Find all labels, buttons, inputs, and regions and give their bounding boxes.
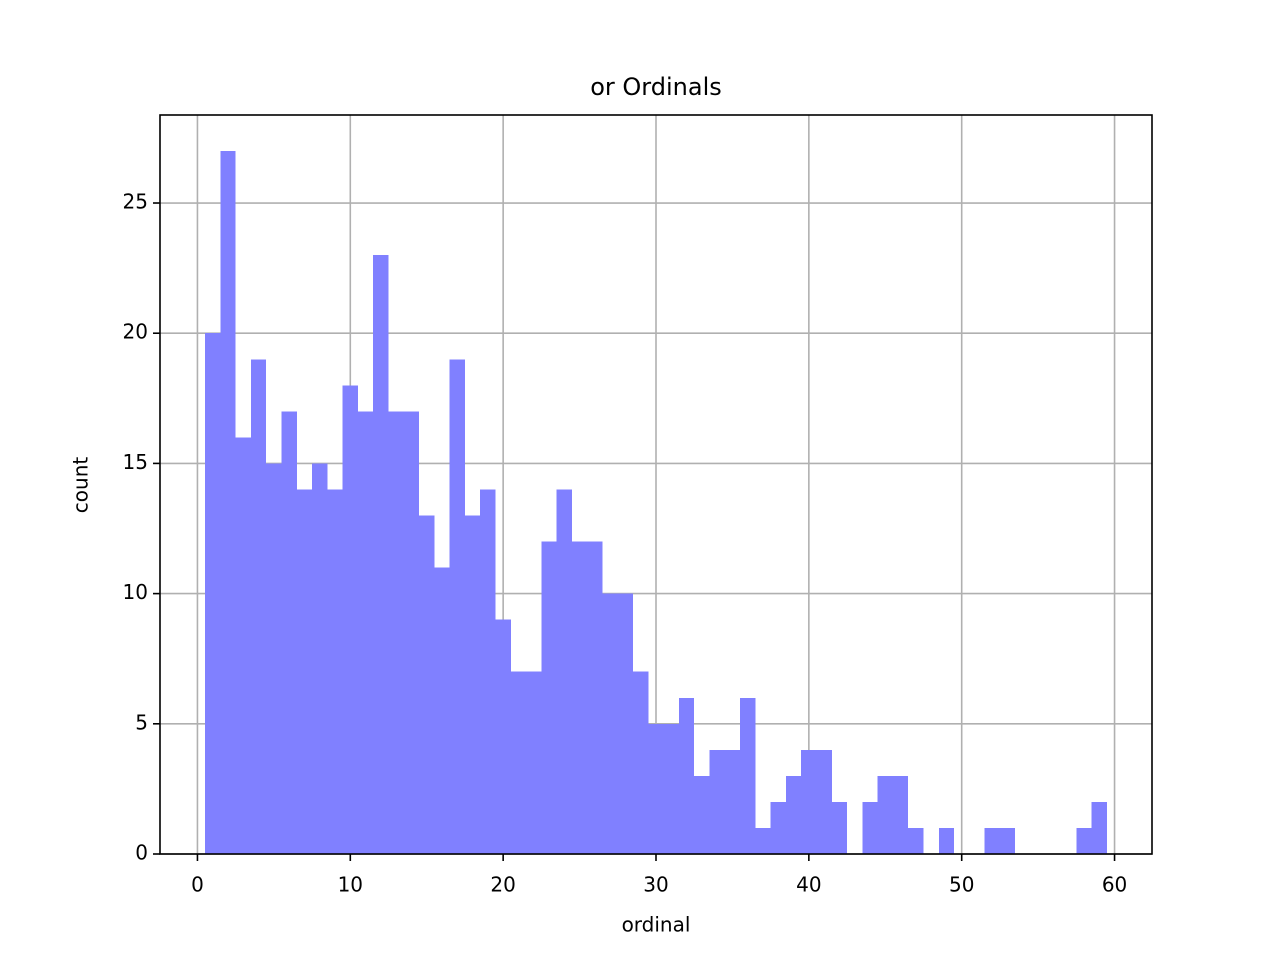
bar (250, 359, 267, 854)
bar (740, 697, 756, 854)
bar (1091, 801, 1107, 854)
y-tick-label: 15 (123, 450, 148, 474)
x-tick-label: 10 (338, 873, 363, 897)
bar (464, 515, 481, 854)
bar (724, 749, 741, 854)
bar (892, 775, 909, 854)
x-tick-label: 0 (191, 873, 204, 897)
bar (770, 801, 786, 854)
y-tick-label: 5 (135, 710, 148, 734)
y-tick-label: 0 (135, 841, 148, 865)
bar (342, 385, 358, 854)
bar (694, 775, 710, 854)
bar (801, 749, 817, 854)
bar (449, 359, 465, 854)
bar (526, 671, 542, 854)
bar (908, 827, 924, 854)
bar (785, 775, 802, 854)
bar (281, 411, 297, 854)
bar (617, 593, 634, 854)
plot-frame (159, 114, 1153, 855)
bar (220, 150, 236, 855)
x-tick-label: 50 (949, 873, 974, 897)
bar (663, 723, 679, 854)
y-tick-label: 25 (123, 190, 148, 214)
bar (495, 619, 511, 854)
bar (357, 411, 374, 854)
bar (602, 593, 618, 854)
bar (648, 723, 664, 854)
bar (587, 541, 603, 854)
bar (938, 827, 955, 854)
bar (877, 775, 893, 854)
bar (541, 541, 557, 854)
y-tick-label: 10 (123, 580, 148, 604)
bar (434, 567, 450, 854)
bar (556, 489, 572, 854)
bar (510, 671, 527, 854)
x-tick-label: 40 (796, 873, 821, 897)
bar (266, 463, 282, 854)
bar (816, 749, 832, 854)
bar (419, 515, 435, 854)
bar (312, 463, 328, 854)
bar (373, 255, 389, 855)
bar (327, 489, 343, 854)
bar (709, 749, 725, 854)
bar (1076, 827, 1092, 854)
bar (388, 411, 404, 854)
bar (296, 489, 313, 854)
chart-title: or Ordinals (590, 73, 722, 101)
x-tick-label: 30 (643, 873, 668, 897)
bar (633, 671, 649, 854)
x-axis-label: ordinal (622, 913, 691, 937)
bar (831, 801, 848, 854)
bar (999, 827, 1016, 854)
bar (984, 827, 1000, 854)
bar (480, 489, 496, 854)
bar (403, 411, 420, 854)
bar (235, 437, 251, 854)
bar (205, 333, 221, 855)
x-tick-label: 60 (1102, 873, 1127, 897)
y-tick-label: 20 (123, 320, 148, 344)
bar (755, 827, 771, 854)
bar (862, 801, 878, 854)
bar (678, 697, 695, 854)
x-tick-label: 20 (490, 873, 515, 897)
y-axis-label: count (69, 457, 93, 514)
bar (571, 541, 588, 854)
